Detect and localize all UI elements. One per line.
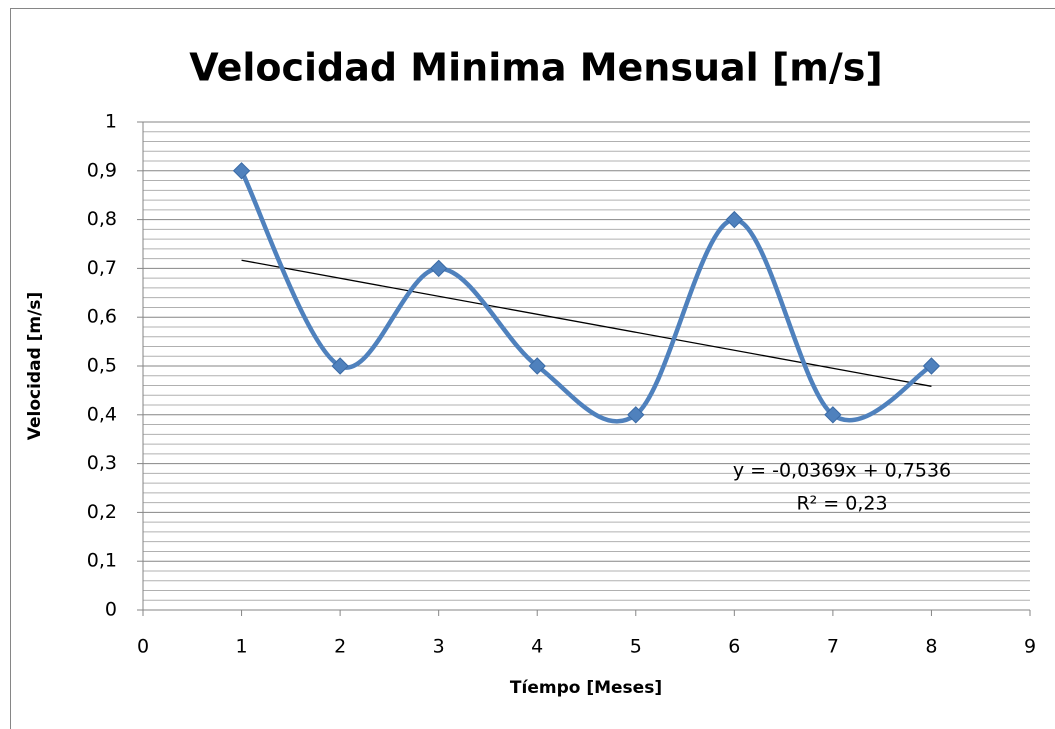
- marker: [429, 259, 448, 278]
- y-tick-label: 0: [105, 599, 117, 621]
- x-tick-label: 5: [630, 636, 642, 658]
- trendline-equation: y = -0,0369x + 0,7536: [733, 460, 951, 482]
- y-tick-label: 0,3: [87, 452, 117, 474]
- x-tick-label: 2: [334, 636, 346, 658]
- y-tick-label: 0,4: [87, 403, 117, 425]
- y-tick-label: 1: [105, 111, 117, 133]
- y-axis-label: Velocidad [m/s]: [25, 292, 45, 440]
- x-tick-label: 7: [827, 636, 839, 658]
- x-tick-label: 0: [137, 636, 149, 658]
- marker: [922, 357, 941, 375]
- x-axis-label: Tíempo [Meses]: [510, 678, 662, 698]
- y-tick-label: 0,7: [87, 257, 117, 279]
- x-tick-label: 6: [728, 636, 740, 658]
- marker: [232, 162, 251, 180]
- marker: [824, 406, 842, 424]
- x-tick-label: 1: [236, 636, 248, 658]
- marker: [627, 406, 645, 424]
- x-tick-label: 4: [531, 636, 543, 658]
- trendline-r2: R² = 0,23: [796, 493, 887, 515]
- y-tick-label: 0,9: [87, 159, 117, 181]
- x-tick-label: 9: [1024, 636, 1036, 658]
- y-tick-label: 0,1: [87, 550, 117, 572]
- y-tick-label: 0,6: [87, 306, 117, 328]
- y-tick-label: 0,8: [87, 208, 117, 230]
- trendline: [241, 259, 932, 387]
- y-tick-label: 0,5: [87, 355, 117, 377]
- chart-title: Velocidad Minima Mensual [m/s]: [189, 46, 882, 90]
- x-tick-label: 8: [925, 636, 937, 658]
- marker: [331, 357, 349, 375]
- marker: [725, 210, 744, 229]
- y-tick-label: 0,2: [87, 501, 117, 523]
- marker: [528, 357, 546, 375]
- x-tick-label: 3: [433, 636, 445, 658]
